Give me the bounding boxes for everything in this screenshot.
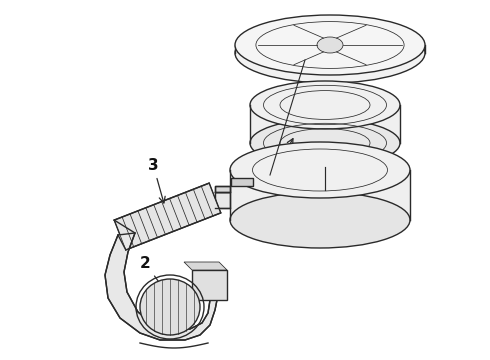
- Polygon shape: [230, 170, 410, 220]
- Ellipse shape: [250, 81, 400, 129]
- Polygon shape: [250, 105, 400, 143]
- Ellipse shape: [230, 142, 410, 198]
- Polygon shape: [215, 192, 230, 208]
- Text: 1: 1: [270, 139, 293, 178]
- Polygon shape: [105, 233, 218, 340]
- Text: 2: 2: [140, 256, 170, 297]
- Polygon shape: [114, 183, 221, 250]
- Polygon shape: [184, 262, 227, 270]
- Ellipse shape: [235, 23, 425, 83]
- Text: 3: 3: [148, 158, 165, 203]
- Ellipse shape: [250, 119, 400, 167]
- Ellipse shape: [235, 15, 425, 75]
- Ellipse shape: [140, 279, 200, 335]
- Ellipse shape: [317, 37, 343, 53]
- Polygon shape: [231, 178, 253, 186]
- Polygon shape: [192, 270, 227, 300]
- Polygon shape: [215, 186, 230, 192]
- Ellipse shape: [230, 192, 410, 248]
